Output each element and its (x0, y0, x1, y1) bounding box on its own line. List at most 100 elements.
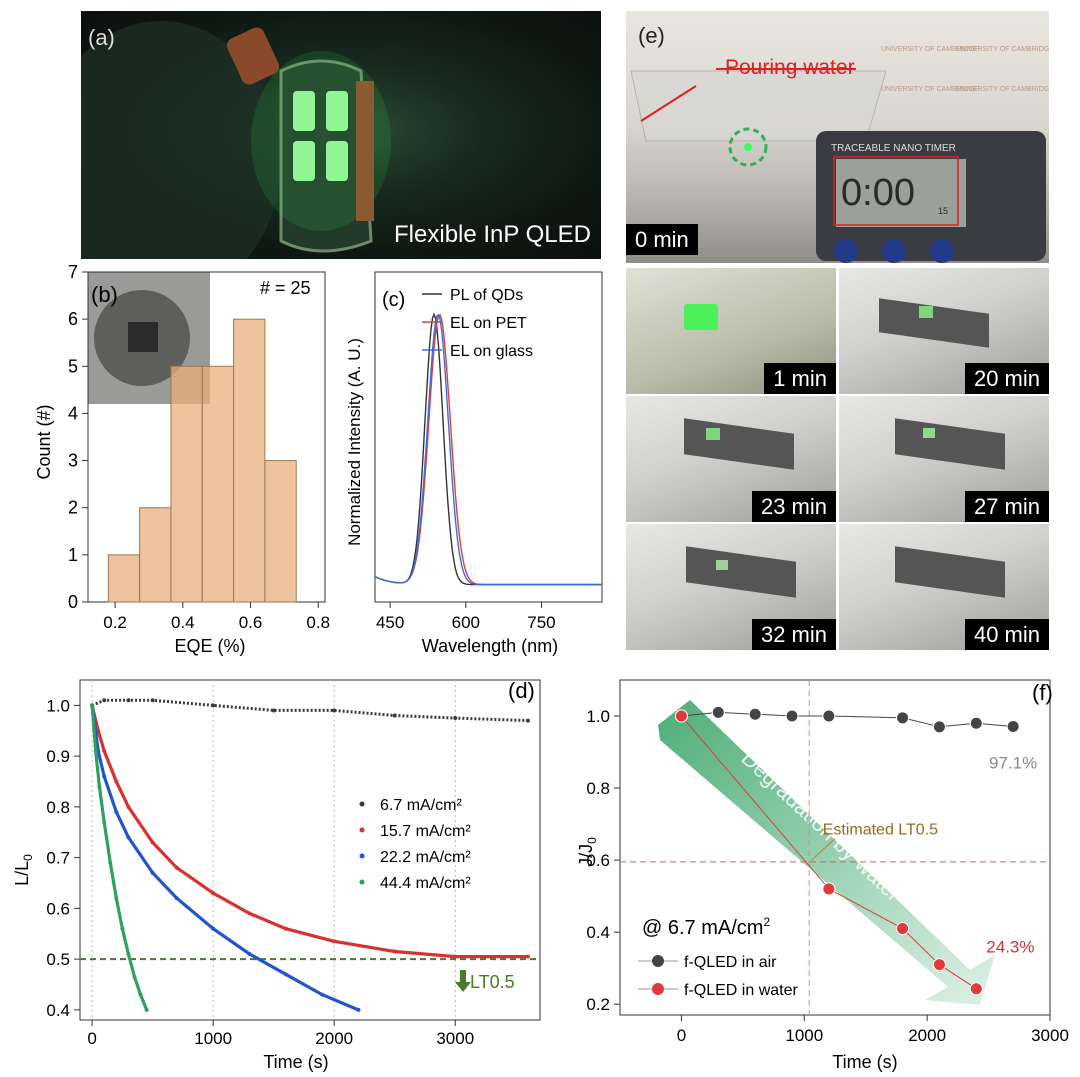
d-legend-label: 6.7 mA/cm² (380, 797, 462, 814)
d-point (525, 718, 530, 723)
d-point (392, 949, 397, 954)
d-frame (79, 679, 541, 1021)
photo-flexible-qled: (a) Flexible InP QLED (81, 11, 601, 259)
logo-3: UNIVERSITY OF CAMBRIDGE (881, 86, 979, 93)
panel-label-d: (d) (508, 678, 535, 703)
c-legend-label: EL on PET (450, 315, 527, 332)
d-point (114, 809, 119, 814)
c-frame (374, 271, 603, 603)
d-point (453, 954, 458, 959)
d-point (283, 972, 288, 977)
panel-label-e: (e) (638, 23, 665, 48)
f-point (711, 705, 725, 719)
f-xtick-label: 1000 (785, 1026, 823, 1045)
frame-label-2: 20 min (964, 363, 1049, 394)
d-legend-label: 22.2 mA/cm² (380, 849, 471, 866)
d-legend-label: 44.4 mA/cm² (380, 875, 471, 892)
f-ytick-label: 0.8 (586, 779, 610, 798)
d-xlabel: Time (s) (263, 1052, 328, 1072)
frame-32min: 32 min (626, 524, 836, 650)
d-legend-marker (359, 879, 365, 885)
d-ytick-label: 1.0 (46, 696, 70, 715)
f-ytick-label: 0.4 (586, 923, 610, 942)
count-annotation: # = 25 (260, 278, 311, 298)
d-point (174, 865, 179, 870)
b-ytick-label: 7 (68, 262, 78, 282)
frame-label-1: 1 min (764, 363, 836, 394)
b-ytick-label: 3 (68, 451, 78, 471)
d-point (283, 926, 288, 931)
f-frame (619, 679, 1051, 1016)
f-point (822, 882, 836, 896)
logo-1: UNIVERSITY OF CAMBRIDGE (881, 46, 979, 53)
qled-glow (716, 560, 728, 570)
b-bar (139, 507, 172, 603)
d-point (211, 891, 216, 896)
frame-label-6: 40 min (964, 619, 1049, 650)
d-point (356, 1007, 361, 1012)
f-xtick-label: 3000 (1031, 1026, 1069, 1045)
d-ytick-label: 0.8 (46, 798, 70, 817)
d-ytick-label: 0.4 (46, 1001, 70, 1020)
photo-a-illustration (81, 21, 391, 259)
b-xtick-label: 0.2 (103, 613, 127, 632)
panel-label-b: (b) (91, 282, 118, 307)
d-point (126, 835, 131, 840)
timer-brand: TRACEABLE NANO TIMER (831, 143, 956, 154)
b-ytick-label: 0 (68, 592, 78, 612)
f-legend-label: f-QLED in water (684, 982, 798, 999)
d-point (126, 698, 131, 703)
f-point (896, 922, 910, 936)
c-legend-label: EL on glass (450, 343, 533, 360)
panel-label-c: (c) (382, 289, 405, 311)
d-point (332, 939, 337, 944)
d-series-line (90, 705, 149, 1011)
timer-seconds: 15 (938, 206, 948, 216)
f-point (932, 720, 946, 734)
qled-glow (684, 304, 718, 330)
d-point (211, 926, 216, 931)
d-point (132, 974, 137, 979)
d-point (126, 952, 131, 957)
d-ytick-label: 0.5 (46, 950, 70, 969)
f-ylabel: J/J0 (576, 837, 599, 867)
f-legend-marker (652, 955, 664, 967)
b-xtick-label: 0.6 (239, 613, 263, 632)
qled-glow (919, 306, 933, 318)
d-ylabel: L/L0 (12, 854, 35, 886)
f-air-end-label: 97.1% (989, 753, 1037, 772)
frame-23min: 23 min (626, 396, 836, 522)
d-point (150, 840, 155, 845)
qled-glow (923, 428, 935, 438)
f-point (785, 709, 799, 723)
f-point (822, 709, 836, 723)
panel-label-f: (f) (1032, 680, 1053, 705)
d-point (126, 804, 131, 809)
b-xlabel: EQE (%) (174, 636, 245, 656)
f-water-end-label: 24.3% (986, 938, 1034, 957)
d-ytick-label: 0.7 (46, 849, 70, 868)
f-xtick-label: 2000 (908, 1026, 946, 1045)
d-point (90, 703, 95, 708)
d-ytick-label: 0.9 (46, 747, 70, 766)
f-ytick-label: 0.6 (586, 851, 610, 870)
d-point (525, 954, 530, 959)
photo-water-test: UNIVERSITY OF CAMBRIDGE UNIVERSITY OF CA… (626, 11, 1049, 263)
d-ytick-label: 0.6 (46, 899, 70, 918)
f-point (674, 709, 688, 723)
chart-c-spectra: PL of QDs EL on PET EL on glass 450 600 750 (… (345, 271, 603, 656)
d-point (211, 703, 216, 708)
b-bar (107, 554, 141, 603)
frame-label-0: 0 min (626, 224, 698, 255)
panel-label-a: (a) (88, 25, 115, 50)
d-point (102, 749, 107, 754)
f-ytick-label: 0.2 (586, 995, 610, 1014)
f-point (748, 707, 762, 721)
f-estimate-pointer (811, 838, 836, 861)
f-ytick-label: 1.0 (586, 707, 610, 726)
f-legend-marker (652, 983, 664, 995)
d-point (138, 992, 143, 997)
photo-e-illustration: UNIVERSITY OF CAMBRIDGE UNIVERSITY OF CA… (630, 46, 1049, 263)
frame-label-3: 23 min (751, 491, 836, 522)
